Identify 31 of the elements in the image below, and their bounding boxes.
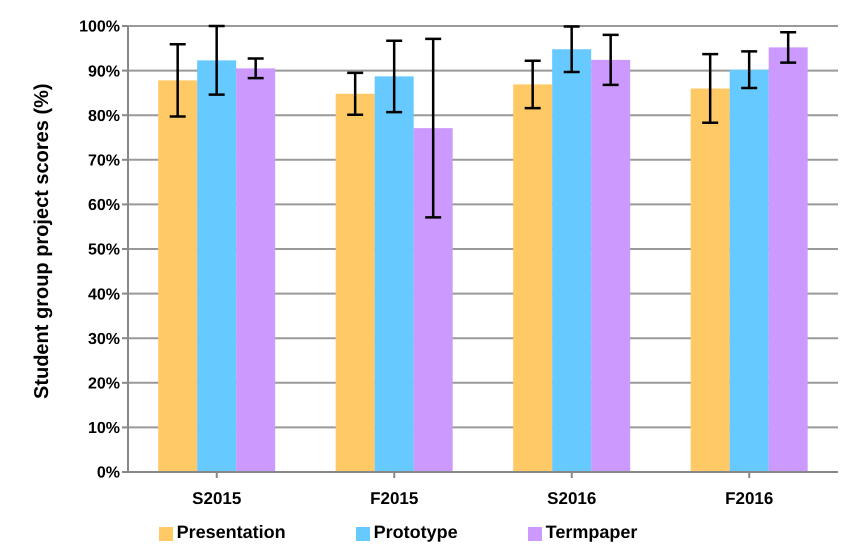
y-tick-label: 30%	[88, 330, 120, 348]
x-tick-label: F2015	[370, 489, 418, 508]
bar	[336, 94, 375, 472]
bar	[197, 60, 236, 472]
y-tick-label: 100%	[79, 18, 120, 36]
y-tick-label: 60%	[88, 197, 120, 214]
bar	[768, 47, 808, 472]
y-tick-label: 50%	[88, 242, 120, 259]
y-tick-label: 90%	[88, 63, 120, 80]
bar	[374, 76, 414, 472]
legend-label: Termpaper	[546, 522, 638, 542]
x-tick-label: S2015	[192, 489, 242, 508]
legend-label: Prototype	[374, 522, 458, 542]
bar	[591, 60, 630, 472]
x-tick-label: F2016	[725, 489, 774, 508]
y-tick-label: 80%	[88, 108, 120, 125]
x-tick-label: S2016	[547, 489, 596, 508]
bar	[552, 49, 592, 472]
bar	[158, 80, 198, 472]
y-tick-label: 70%	[88, 152, 120, 170]
legend-label: Presentation	[176, 522, 286, 542]
y-tick-label: 0%	[96, 464, 120, 482]
y-tick-label: 40%	[88, 286, 120, 304]
y-tick-label: 10%	[88, 420, 120, 438]
y-tick-label: 20%	[88, 375, 120, 392]
bar	[730, 70, 769, 472]
y-axis-title: Student group project scores (%)	[31, 83, 54, 399]
bar	[236, 68, 276, 472]
bar	[513, 84, 552, 472]
bar	[690, 88, 730, 472]
bar	[414, 128, 453, 472]
